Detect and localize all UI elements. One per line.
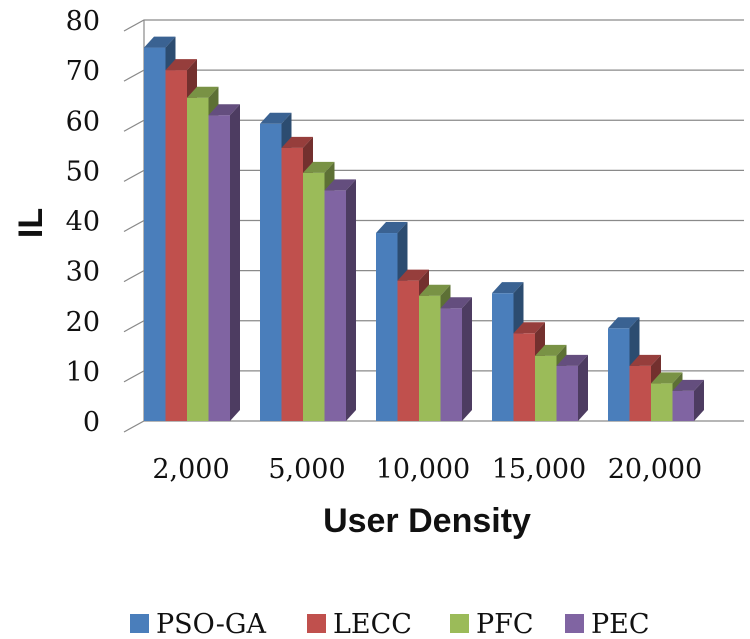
bar-top: [672, 379, 704, 391]
y-tick-label: 70: [66, 56, 100, 87]
bar-top: [187, 86, 219, 98]
y-axis-title: IL: [12, 208, 50, 238]
bar-top: [535, 344, 567, 356]
bar-pec-1: [324, 179, 356, 421]
x-axis-title: User Density: [323, 502, 531, 540]
legend-item-pfc: PFC: [450, 609, 534, 639]
y-tick-label: 30: [66, 257, 100, 288]
y-tick-label: 20: [66, 307, 100, 338]
legend-label: PEC: [591, 609, 650, 639]
bar-side: [462, 297, 472, 421]
bars: [144, 36, 704, 422]
bar-top: [397, 269, 429, 281]
x-tick-label: 10,000: [376, 454, 470, 485]
x-axis-ticks: 2,000 5,000 10,000 15,000 20,000: [152, 454, 702, 485]
bar-front: [419, 295, 441, 421]
legend-swatch: [307, 614, 326, 633]
bar-side: [346, 179, 356, 421]
x-tick-label: 5,000: [268, 454, 345, 485]
bar-front: [208, 115, 230, 422]
bar-top: [376, 222, 408, 234]
gridline: [123, 420, 744, 433]
bar-top: [281, 136, 313, 148]
bar-top: [492, 282, 524, 294]
bar-top: [608, 317, 640, 329]
bar-front: [165, 70, 187, 421]
bar-side: [578, 354, 588, 421]
legend-item-pso-ga: PSO-GA: [130, 609, 266, 639]
bar-front: [535, 355, 557, 421]
legend-label: LECC: [333, 609, 412, 639]
bar-front: [397, 280, 419, 421]
legend-label: PFC: [476, 609, 534, 639]
bar-front: [629, 365, 651, 421]
gridline: [123, 19, 744, 32]
y-tick-label: 80: [66, 6, 100, 37]
bar-top: [556, 354, 588, 366]
y-tick-label: 50: [66, 156, 100, 187]
bar-top: [419, 284, 451, 296]
gridline: [123, 69, 744, 82]
bar-front: [281, 147, 303, 421]
bar-top: [440, 297, 472, 309]
bar-front: [440, 308, 462, 421]
bar-top: [144, 36, 176, 48]
legend-item-lecc: LECC: [307, 609, 412, 639]
y-axis-ticks: 0 10 20 30 40 50 60 70 80: [66, 6, 100, 438]
bar-top: [303, 161, 335, 173]
bar-front: [324, 190, 346, 421]
legend: PSO-GA LECC PFC PEC: [130, 609, 650, 639]
bar-pec-4: [672, 379, 704, 421]
bar-front: [187, 97, 209, 421]
bar-top: [324, 179, 356, 191]
legend-swatch: [565, 614, 584, 633]
bar-front: [651, 383, 673, 421]
y-tick-label: 0: [83, 407, 100, 438]
x-tick-label: 20,000: [608, 454, 702, 485]
bar-front: [513, 333, 535, 421]
y-tick-label: 10: [66, 357, 100, 388]
bar-top: [513, 322, 545, 334]
bar-pec-2: [440, 297, 472, 421]
bar-front: [303, 172, 325, 421]
bar-top: [208, 104, 240, 116]
x-tick-label: 2,000: [152, 454, 229, 485]
bar-pec-0: [208, 104, 240, 422]
bar-side: [694, 379, 704, 421]
bar-front: [260, 123, 282, 421]
bar-front: [376, 233, 398, 421]
bar-front: [556, 365, 578, 421]
legend-item-pec: PEC: [565, 609, 650, 639]
bar-top: [651, 372, 683, 384]
bar-front: [672, 390, 694, 421]
bar-front: [492, 293, 514, 421]
bar-pec-3: [556, 354, 588, 421]
legend-swatch: [450, 614, 469, 633]
bar-top: [629, 354, 661, 366]
y-tick-label: 60: [66, 106, 100, 137]
bar-top: [260, 112, 292, 124]
bar-front: [608, 328, 630, 421]
y-tick-label: 40: [66, 207, 100, 238]
bar-top: [165, 59, 197, 71]
x-tick-label: 15,000: [492, 454, 586, 485]
bar-front: [144, 47, 166, 421]
legend-label: PSO-GA: [156, 609, 266, 639]
legend-swatch: [130, 614, 149, 633]
bar-side: [230, 104, 240, 422]
